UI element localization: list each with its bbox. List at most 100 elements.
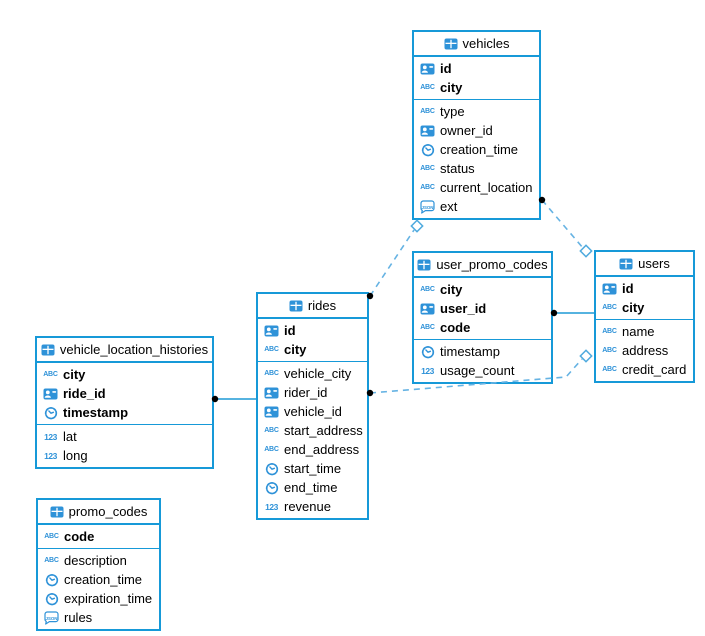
column-row[interactable]: 123 revenue (258, 497, 367, 516)
column-row[interactable]: ABC city (596, 298, 693, 317)
column-row[interactable]: user_id (414, 299, 551, 318)
abc-icon: ABC (419, 324, 436, 331)
abc-glyph: ABC (420, 84, 435, 91)
abc-glyph: ABC (420, 184, 435, 191)
column-row[interactable]: JSON ext (414, 197, 539, 216)
table-header[interactable]: rides (258, 294, 367, 319)
column-row[interactable]: owner_id (414, 121, 539, 140)
column-row[interactable]: timestamp (414, 342, 551, 361)
column-row[interactable]: ABC type (414, 102, 539, 121)
column-row[interactable]: vehicle_id (258, 402, 367, 421)
column-row[interactable]: ABC address (596, 341, 693, 360)
primary-key-section: id ABC city (414, 57, 539, 99)
column-row[interactable]: timestamp (37, 403, 212, 422)
column-row[interactable]: ABC city (37, 365, 212, 384)
abc-icon: ABC (601, 328, 618, 335)
column-name: rules (64, 610, 93, 625)
table-name: promo_codes (68, 504, 148, 519)
table-header[interactable]: vehicles (414, 32, 539, 57)
abc-glyph: ABC (44, 557, 59, 564)
table-header[interactable]: vehicle_location_histories (37, 338, 212, 363)
123-icon: 123 (263, 502, 280, 512)
column-name: id (440, 61, 452, 76)
column-name: type (440, 104, 465, 119)
column-row[interactable]: JSON rules (38, 608, 159, 627)
column-name: long (63, 448, 88, 463)
abc-icon: ABC (419, 108, 436, 115)
column-name: lat (63, 429, 77, 444)
column-name: timestamp (440, 344, 500, 359)
id-badge-icon (419, 63, 436, 75)
id-badge-icon (263, 406, 280, 418)
abc-glyph: ABC (43, 371, 58, 378)
column-row[interactable]: ABC city (414, 78, 539, 97)
table-node-user_promo_codes[interactable]: user_promo_codes ABC city user_id ABC code tim… (412, 251, 553, 384)
table-node-vehicles[interactable]: vehicles id ABC city ABC type owner_id creation… (412, 30, 541, 220)
column-row[interactable]: start_time (258, 459, 367, 478)
abc-glyph: ABC (420, 286, 435, 293)
abc-glyph: ABC (44, 533, 59, 540)
column-name: ride_id (63, 386, 106, 401)
abc-glyph: ABC (420, 324, 435, 331)
123-glyph: 123 (265, 501, 278, 512)
abc-glyph: ABC (264, 427, 279, 434)
123-glyph: 123 (44, 450, 57, 461)
column-row[interactable]: ABC credit_card (596, 360, 693, 379)
column-name: ext (440, 199, 458, 214)
column-row[interactable]: 123 long (37, 446, 212, 465)
table-header[interactable]: user_promo_codes (414, 253, 551, 278)
column-row[interactable]: ABC city (414, 280, 551, 299)
column-name: address (622, 343, 669, 358)
column-name: end_time (284, 480, 338, 495)
clock-icon (43, 592, 60, 606)
abc-glyph: ABC (602, 304, 617, 311)
column-name: code (440, 320, 471, 335)
column-row[interactable]: ABC vehicle_city (258, 364, 367, 383)
column-row[interactable]: ABC description (38, 551, 159, 570)
column-row[interactable]: 123 usage_count (414, 361, 551, 380)
column-row[interactable]: ABC end_address (258, 440, 367, 459)
table-node-promo_codes[interactable]: promo_codes ABC code ABC description creation… (36, 498, 161, 631)
column-row[interactable]: end_time (258, 478, 367, 497)
table-header[interactable]: promo_codes (38, 500, 159, 525)
table-node-rides[interactable]: rides id ABC city ABC vehicle_city rider_id veh… (256, 292, 369, 520)
column-row[interactable]: 123 lat (37, 427, 212, 446)
123-glyph: 123 (44, 431, 57, 442)
column-row[interactable]: ride_id (37, 384, 212, 403)
column-row[interactable]: ABC status (414, 159, 539, 178)
column-row[interactable]: ABC code (38, 527, 159, 546)
table-node-users[interactable]: users id ABC city ABC name ABC address ABC credit… (594, 250, 695, 383)
column-name: start_address (284, 423, 363, 438)
table-icon (444, 38, 458, 50)
column-row[interactable]: ABC code (414, 318, 551, 337)
column-row[interactable]: creation_time (38, 570, 159, 589)
table-name: vehicle_location_histories (59, 342, 209, 357)
clock-icon (263, 481, 280, 495)
column-name: creation_time (64, 572, 143, 587)
column-row[interactable]: id (414, 59, 539, 78)
column-name: code (64, 529, 95, 544)
column-row[interactable]: rider_id (258, 383, 367, 402)
abc-glyph: ABC (264, 446, 279, 453)
column-name: revenue (284, 499, 331, 514)
column-row[interactable]: id (596, 279, 693, 298)
column-row[interactable]: ABC city (258, 340, 367, 359)
abc-glyph: ABC (264, 346, 279, 353)
abc-glyph: ABC (264, 370, 279, 377)
table-header[interactable]: users (596, 252, 693, 277)
abc-icon: ABC (263, 346, 280, 353)
column-row[interactable]: ABC current_location (414, 178, 539, 197)
column-row[interactable]: expiration_time (38, 589, 159, 608)
column-row[interactable]: ABC name (596, 322, 693, 341)
table-icon (619, 258, 633, 270)
column-row[interactable]: ABC start_address (258, 421, 367, 440)
column-row[interactable]: creation_time (414, 140, 539, 159)
column-row[interactable]: id (258, 321, 367, 340)
column-name: city (284, 342, 307, 357)
table-node-vehicle_location_histories[interactable]: vehicle_location_histories ABC city ride_id… (35, 336, 214, 469)
json-icon: JSON (43, 610, 60, 625)
column-name: name (622, 324, 655, 339)
relation-diamond (579, 349, 593, 363)
123-icon: 123 (419, 366, 436, 376)
